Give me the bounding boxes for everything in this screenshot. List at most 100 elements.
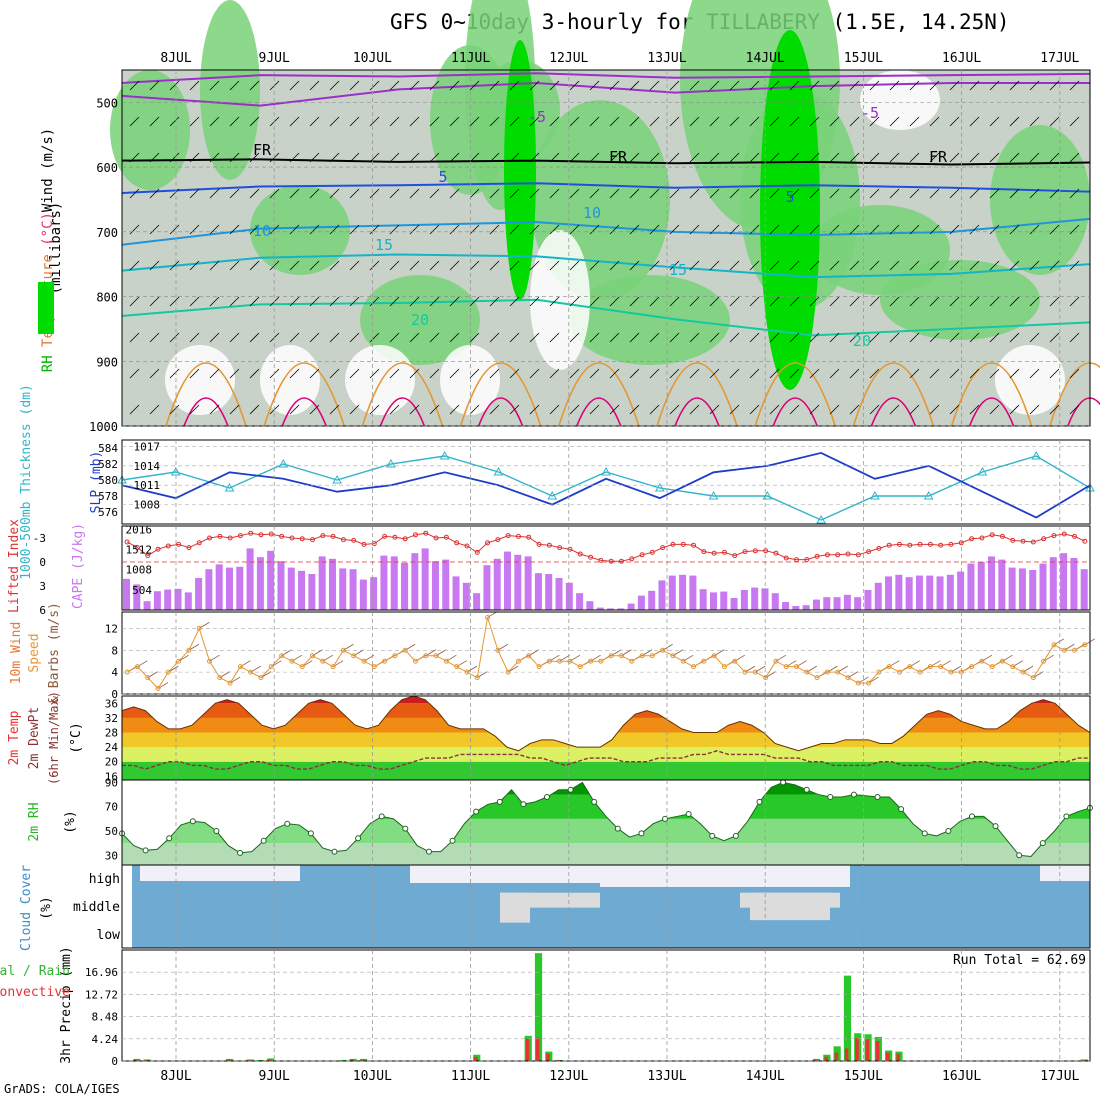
precip-convective-bar [360, 1059, 365, 1061]
li-point [927, 541, 933, 547]
wind-axis-label: 10m Wind [9, 622, 24, 685]
li-point [454, 540, 460, 546]
cape-bar [174, 588, 182, 610]
cape-bar [328, 558, 336, 610]
cape-bar [709, 592, 717, 610]
wind-barb [709, 332, 720, 343]
wind-speed-point [155, 686, 161, 692]
date-tick-top: 10JUL [353, 51, 392, 66]
wind-barb [629, 116, 640, 127]
wind-barb [949, 116, 960, 127]
cape-bar [1080, 569, 1088, 610]
wind-barb [349, 332, 360, 343]
cape-tick: 1512 [126, 544, 153, 557]
wind-barb [329, 152, 340, 163]
wind-barb [749, 368, 760, 379]
wind-barb [329, 368, 340, 379]
cape-bar [483, 565, 491, 610]
wind-barb [389, 332, 400, 343]
wind-barb [989, 368, 1000, 379]
li-point [474, 549, 480, 555]
wind-barb [949, 152, 960, 163]
wind-barb [409, 80, 420, 91]
wind-barb [609, 116, 620, 127]
wind-barb [289, 260, 300, 271]
cape-bar [1060, 553, 1068, 610]
rh-point [355, 835, 362, 842]
wind-speed-point [454, 664, 460, 670]
cape-bar [133, 584, 141, 610]
li-point [567, 546, 573, 552]
thickness-tick: 578 [98, 490, 118, 503]
rh-point [260, 837, 267, 844]
li-point [989, 532, 995, 538]
wind-barb [669, 188, 680, 199]
wind-barb [749, 296, 760, 307]
li-point [505, 533, 511, 539]
wind-barb [729, 152, 740, 163]
cape-bar [617, 608, 625, 610]
wind-barb [849, 152, 860, 163]
thickness-point [224, 482, 235, 492]
cape-bar [1039, 563, 1047, 610]
wind-barb [329, 188, 340, 199]
wind-barb [449, 368, 460, 379]
rh-axis-label: 2m RH [27, 802, 42, 841]
wind-barb [809, 260, 820, 271]
wind-barb [729, 296, 740, 307]
wind-barb [349, 404, 360, 415]
wind-barb [669, 404, 680, 415]
wind-barb [589, 188, 600, 199]
wind-barb [1009, 404, 1020, 415]
wind-barb [729, 188, 740, 199]
cloud-level-label: low [97, 928, 121, 943]
wind-barb [589, 224, 600, 235]
li-point [618, 558, 624, 564]
thickness-point [708, 490, 719, 500]
li-point [351, 537, 357, 543]
wind-barb [629, 260, 640, 271]
cape-bar [885, 576, 893, 610]
wind-barb [249, 188, 260, 199]
wind-barb [309, 116, 320, 127]
rh-point [827, 794, 834, 800]
wind-barb [869, 152, 880, 163]
wind-barb [1029, 188, 1040, 199]
precip-convective-bar [546, 1053, 550, 1061]
wind-barb [569, 80, 580, 91]
thickness-line [121, 455, 1091, 521]
contour-label: -5 [861, 104, 879, 122]
wind-barb [1029, 80, 1040, 91]
wind-speed-point [773, 658, 779, 664]
wind-barb [589, 80, 600, 91]
rh-point [213, 828, 220, 834]
li-point [649, 549, 655, 555]
upper-air-ylabel: RH Temperature (°C)Wind (m/s) [40, 128, 56, 372]
wind-barb [829, 188, 840, 199]
precip-convective-bar [474, 1056, 478, 1061]
rh-point [968, 813, 975, 820]
precip-convective-bar [268, 1059, 272, 1061]
precip-convective-bar [556, 1059, 561, 1061]
thickness-point [1031, 450, 1042, 460]
wind-barb [869, 188, 880, 199]
wind-speed-point [1030, 675, 1036, 681]
wind-barb [989, 404, 1000, 415]
wind-barb [649, 260, 660, 271]
run-total-label: Run Total = 62.69 [953, 953, 1086, 968]
date-tick-top: 16JUL [942, 51, 981, 66]
li-point [938, 542, 944, 548]
wind-speed-point [783, 664, 789, 670]
wind-barb [609, 260, 620, 271]
precip-axis-label: 3hr Precip (mm) [59, 946, 74, 1063]
wind-barb [929, 224, 940, 235]
wind-barb [809, 224, 820, 235]
rh-point [237, 849, 244, 856]
wind-barb [689, 116, 700, 127]
li-point [165, 543, 171, 549]
wind-speed-point [207, 658, 213, 664]
li-point [886, 542, 892, 548]
wind-barb [129, 224, 140, 235]
date-tick-top: 14JUL [746, 51, 785, 66]
wind-barb [289, 332, 300, 343]
